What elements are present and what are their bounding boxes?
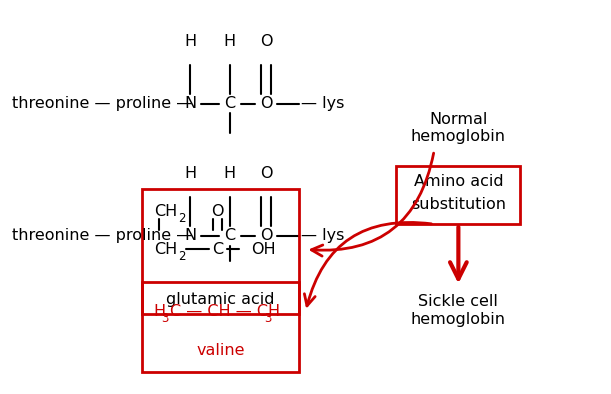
Text: hemoglobin: hemoglobin — [411, 129, 506, 144]
Text: C: C — [224, 96, 235, 111]
Text: CH: CH — [154, 242, 177, 257]
Text: hemoglobin: hemoglobin — [411, 312, 506, 327]
Text: 2: 2 — [178, 250, 186, 263]
Text: C: C — [224, 229, 235, 243]
Text: N: N — [185, 229, 197, 243]
Text: — lys: — lys — [301, 96, 345, 111]
Text: CH: CH — [154, 204, 177, 219]
Text: N: N — [185, 96, 197, 111]
Text: O: O — [260, 229, 273, 243]
Text: substitution: substitution — [411, 197, 506, 212]
Text: 3: 3 — [161, 312, 169, 325]
Text: Normal: Normal — [429, 112, 488, 127]
Text: — lys: — lys — [301, 229, 345, 243]
Text: O: O — [260, 34, 273, 49]
Text: O: O — [260, 96, 273, 111]
Text: C: C — [212, 242, 223, 257]
Text: H: H — [224, 166, 236, 181]
Text: threonine — proline —: threonine — proline — — [12, 96, 192, 111]
Text: Sickle cell: Sickle cell — [419, 294, 499, 309]
Text: 3: 3 — [264, 312, 271, 325]
Bar — [142, 189, 299, 314]
Text: OH: OH — [251, 242, 276, 257]
Text: C — CH — CH: C — CH — CH — [170, 304, 280, 319]
Bar — [142, 282, 299, 372]
Text: 2: 2 — [178, 212, 186, 225]
Bar — [397, 166, 521, 224]
Text: valine: valine — [197, 343, 245, 358]
Text: H: H — [185, 34, 197, 49]
Text: Amino acid: Amino acid — [414, 174, 503, 189]
Text: H: H — [224, 34, 236, 49]
Text: H: H — [185, 166, 197, 181]
Text: threonine — proline —: threonine — proline — — [12, 229, 192, 243]
Text: O: O — [211, 204, 224, 219]
Text: H: H — [153, 304, 165, 319]
Text: O: O — [260, 166, 273, 181]
Text: glutamic acid: glutamic acid — [166, 292, 275, 307]
